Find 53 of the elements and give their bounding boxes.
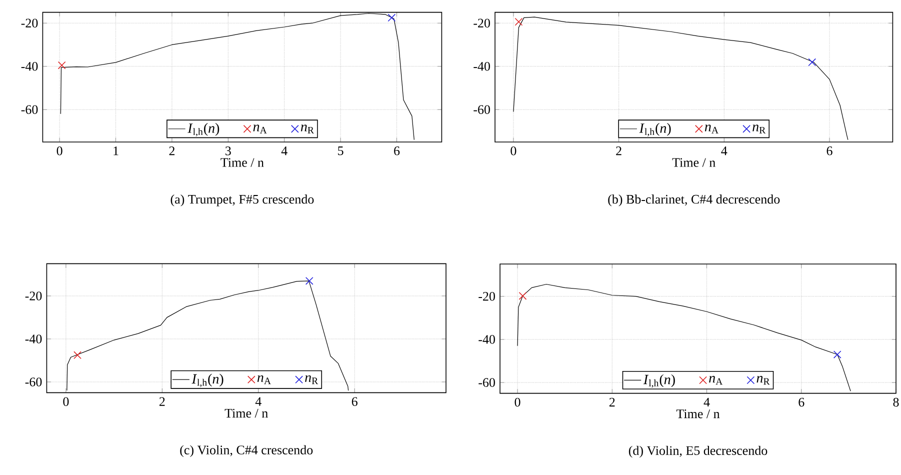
x-tick-label: 1 (114, 146, 118, 156)
x-tick-label: 2 (609, 398, 615, 406)
legend-label: n$_{R}$ (752, 124, 766, 134)
text: (a) Trumpet, F#5 crescendo (170, 194, 314, 206)
x-tick-label: 6 (352, 397, 358, 406)
legend-label: n$_{R}$ (300, 124, 314, 134)
y-tick-label: -40 (25, 334, 42, 344)
x-tick-label: 2 (616, 146, 622, 156)
x-tick-label: 6 (394, 146, 400, 156)
y-tick-label: -40 (478, 335, 495, 344)
text: (b) Bb-clarinet, C#4 decrescendo (608, 194, 780, 206)
x-tick-label: 4 (721, 146, 728, 156)
y-tick-label: -60 (21, 105, 38, 114)
x-tick-label: 6 (826, 146, 832, 156)
x-axis-title: Time / n (220, 158, 264, 167)
y-tick-label: -20 (474, 18, 490, 28)
y-tick-label: -40 (21, 62, 38, 71)
x-tick-label: 8 (893, 398, 899, 407)
x-tick-label: 4 (704, 398, 710, 406)
legend-label: I$_{l,h}$(n) (639, 123, 671, 136)
y-tick-label: -40 (474, 62, 490, 71)
x-tick-label: 2 (169, 146, 174, 156)
y-tick-label: -20 (25, 292, 42, 300)
legend-label: I$_{l,h}$(n) (192, 374, 224, 388)
legend-label: n$_{R}$ (305, 375, 318, 384)
legend-label: n$_{A}$ (709, 376, 723, 385)
legend-label: I$_{l,h}$(n) (188, 123, 220, 136)
y-tick-label: -20 (478, 292, 495, 301)
y-tick-label: -60 (478, 378, 495, 387)
line-series (517, 284, 851, 392)
y-tick-label: -20 (21, 18, 38, 28)
x-tick-label: 0 (63, 397, 69, 406)
legend-label: n$_{A}$ (253, 124, 267, 134)
x-tick-label: 4 (255, 397, 262, 406)
x-tick-label: 6 (798, 398, 804, 407)
y-tick-label: -60 (474, 105, 490, 114)
legend-label: I$_{l,h}$(n) (643, 374, 675, 388)
x-tick-label: 5 (338, 146, 344, 156)
x-tick-label: 0 (514, 398, 520, 407)
text: (c) Violin, C#4 crescendo (180, 445, 313, 458)
legend-label: n$_{R}$ (756, 376, 770, 385)
x-tick-label: 0 (56, 146, 62, 156)
x-axis-title: Time / n (676, 409, 720, 418)
legend-label: n$_{A}$ (257, 375, 271, 384)
x-tick-label: 0 (510, 146, 516, 156)
x-tick-label: 2 (159, 397, 165, 406)
x-axis-title: Time / n (672, 158, 716, 167)
x-tick-label: 4 (281, 146, 288, 156)
legend-label: n$_{A}$ (704, 124, 718, 134)
x-axis-title: Time / n (224, 408, 268, 418)
y-tick-label: -60 (25, 378, 42, 386)
x-tick-label: 3 (226, 146, 231, 156)
text: (d) Violin, E5 decrescendo (628, 446, 768, 458)
